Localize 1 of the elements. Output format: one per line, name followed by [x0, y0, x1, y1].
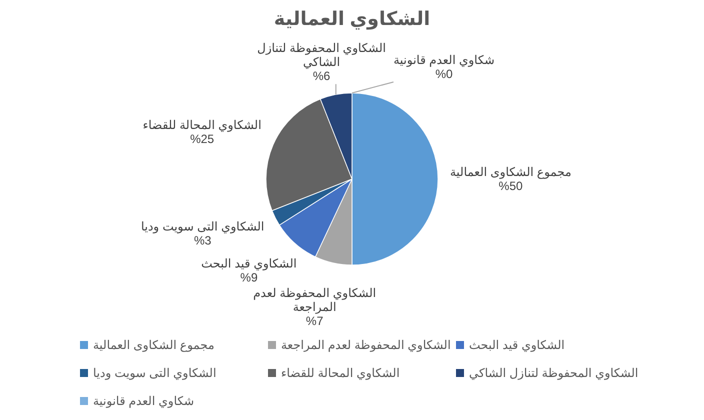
chart-title: الشكاوي العمالية — [274, 9, 430, 30]
